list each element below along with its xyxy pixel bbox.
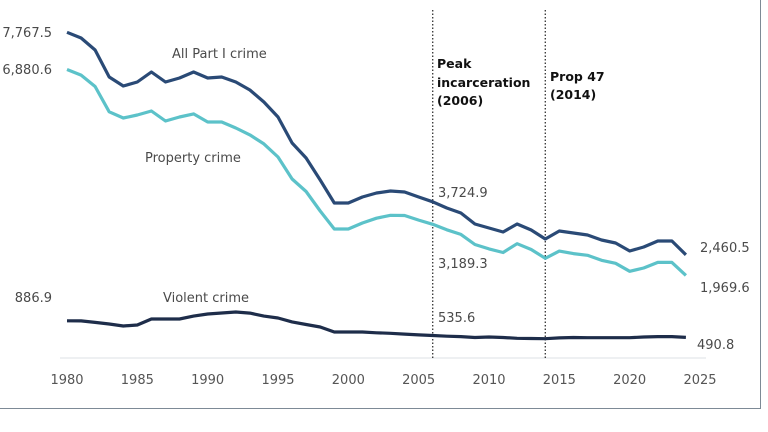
x-tick-label: 1980 (50, 373, 83, 388)
x-tick-label: 1990 (191, 373, 224, 388)
annotation-peak-line3: (2006) (437, 93, 483, 108)
value-label-property-end: 1,969.6 (700, 281, 750, 296)
series-line-all-part-i-crime (66, 30, 688, 256)
x-tick-label: 2010 (472, 373, 505, 388)
value-label-property-start: 6,880.6 (2, 63, 52, 78)
series-line-violent-crime (66, 310, 686, 341)
series-label-all-part-i: All Part I crime (172, 47, 267, 62)
value-label-all-end: 2,460.5 (700, 241, 750, 256)
x-tick-label: 2000 (332, 373, 365, 388)
annotation-peak-line2: incarceration (437, 75, 530, 90)
x-tick-label: 2020 (613, 373, 646, 388)
annotation-peak-line1: Peak (437, 56, 472, 71)
x-tick-label: 2025 (683, 373, 716, 388)
value-label-violent-2006: 535.6 (438, 311, 475, 326)
value-label-violent-start: 886.9 (15, 291, 52, 306)
x-tick-label: 1985 (121, 373, 154, 388)
series-label-violent: Violent crime (163, 291, 249, 306)
value-label-property-2006: 3,189.3 (438, 257, 488, 272)
series-label-property: Property crime (145, 151, 241, 166)
x-tick-label: 2005 (402, 373, 435, 388)
x-tick-label: 1995 (261, 373, 294, 388)
series-line-property-crime (66, 68, 687, 277)
x-tick-label: 2015 (543, 373, 576, 388)
chart-frame (0, 0, 761, 409)
value-label-all-start: 7,767.5 (2, 26, 52, 41)
annotation-prop47-line2: (2014) (550, 87, 596, 102)
annotation-prop47-line1: Prop 47 (550, 69, 605, 84)
value-label-violent-end: 490.8 (697, 338, 734, 353)
value-label-all-2006: 3,724.9 (438, 186, 488, 201)
